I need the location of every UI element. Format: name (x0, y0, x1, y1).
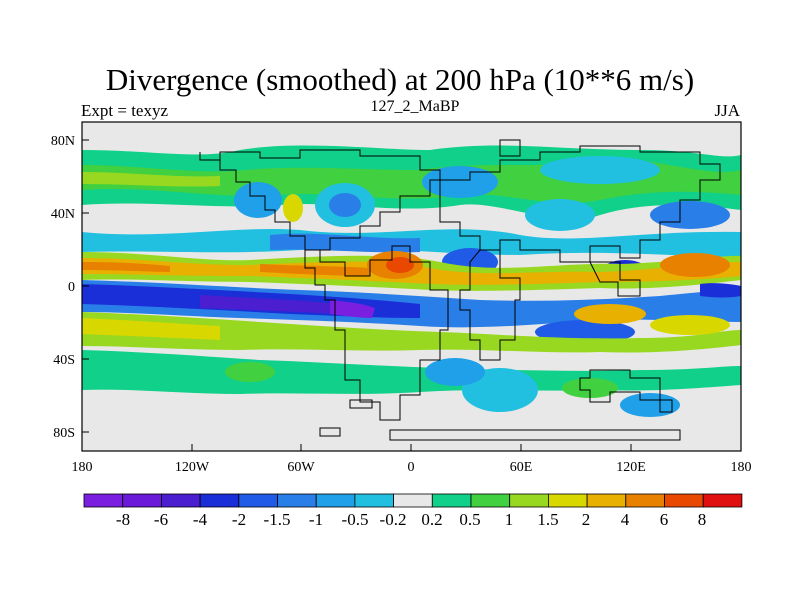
coastline (589, 261, 641, 297)
field-contour (82, 172, 220, 187)
colorbar-swatch (548, 493, 588, 508)
colorbar-swatch (83, 493, 124, 508)
field-contour (82, 318, 220, 340)
x-tick-label: 180 (731, 460, 752, 475)
x-tick-label: 60E (510, 460, 533, 475)
colorbar-label: 4 (621, 510, 630, 529)
field-contour (82, 262, 170, 272)
y-tick-label: 80N (51, 134, 75, 149)
colorbar-swatch (122, 493, 162, 508)
colorbar-swatch (315, 493, 356, 508)
field-contour (425, 358, 485, 386)
x-tick-label: 0 (408, 460, 415, 475)
field-contour (82, 312, 741, 353)
field-contour (422, 166, 498, 198)
colorbar (83, 493, 743, 508)
colorbar-swatch (702, 493, 743, 508)
plot-title: Divergence (smoothed) at 200 hPa (10**6 … (105, 62, 695, 97)
coastline (319, 427, 341, 437)
field-contour (225, 362, 275, 382)
coastline (579, 369, 661, 403)
colorbar-swatch (625, 493, 665, 508)
season-label: JJA (714, 101, 740, 120)
colorbar-label: -8 (116, 510, 130, 529)
colorbar-label: 6 (660, 510, 669, 529)
field-contour (462, 368, 538, 412)
x-tick-label: 60W (287, 460, 315, 475)
colorbar-label: -2 (232, 510, 246, 529)
colorbar-label: 0.2 (421, 510, 442, 529)
y-tick-label: 0 (68, 280, 75, 295)
field-contour (200, 295, 340, 314)
colorbar-label: -1 (309, 510, 323, 529)
colorbar-label: 2 (582, 510, 591, 529)
field-contour (283, 194, 303, 222)
field-contour (234, 182, 282, 218)
run-label: 127_2_MaBP (370, 98, 460, 115)
field-contour (540, 156, 660, 184)
colorbar-label: -6 (154, 510, 168, 529)
colorbar-swatch (509, 493, 549, 508)
field-contour (562, 378, 618, 398)
field-contour (330, 300, 375, 318)
field-contour (660, 253, 730, 277)
field-contour (650, 201, 730, 229)
colorbar-label: 8 (698, 510, 707, 529)
y-tick-label: 80S (53, 426, 75, 441)
coastline-layer (199, 139, 721, 441)
experiment-label: Expt = texyz (81, 101, 169, 120)
y-tick-label: 40S (53, 353, 75, 368)
colorbar-swatch (586, 493, 627, 508)
field-contour (329, 193, 361, 217)
colorbar-swatch (199, 493, 240, 508)
divergence-field (82, 122, 741, 451)
x-tick-label: 120W (175, 460, 210, 475)
colorbar-swatch (160, 493, 201, 508)
field-contour (650, 315, 730, 335)
coastline (439, 145, 721, 263)
colorbar-label: 1.5 (537, 510, 558, 529)
coastline (499, 139, 521, 157)
x-tick-label: 120E (616, 460, 646, 475)
colorbar-swatch (393, 493, 433, 508)
colorbar-swatch (664, 493, 704, 508)
coastline (199, 149, 441, 251)
coastline (304, 245, 449, 421)
colorbar-label: 0.5 (459, 510, 480, 529)
colorbar-swatch (470, 493, 511, 508)
coastline (389, 429, 681, 441)
colorbar-label: -4 (193, 510, 208, 529)
field-contour (525, 199, 595, 231)
coastline (349, 399, 373, 409)
colorbar-label: -1.5 (264, 510, 291, 529)
colorbar-swatch (354, 493, 394, 508)
colorbar-label: 1 (505, 510, 514, 529)
colorbar-swatch (431, 493, 472, 508)
colorbar-swatch (238, 493, 278, 508)
colorbar-swatch (277, 493, 317, 508)
field-contour (270, 233, 420, 253)
field-contour (574, 304, 646, 324)
coastline (459, 249, 521, 361)
field-contour (620, 393, 680, 417)
field-contour (700, 283, 741, 298)
colorbar-label: -0.5 (342, 510, 369, 529)
y-tick-label: 40N (51, 207, 75, 222)
x-tick-label: 180 (72, 460, 93, 475)
coastline (659, 399, 673, 413)
tick-marks (81, 139, 742, 451)
field-contour (386, 257, 414, 273)
colorbar-label: -0.2 (380, 510, 407, 529)
